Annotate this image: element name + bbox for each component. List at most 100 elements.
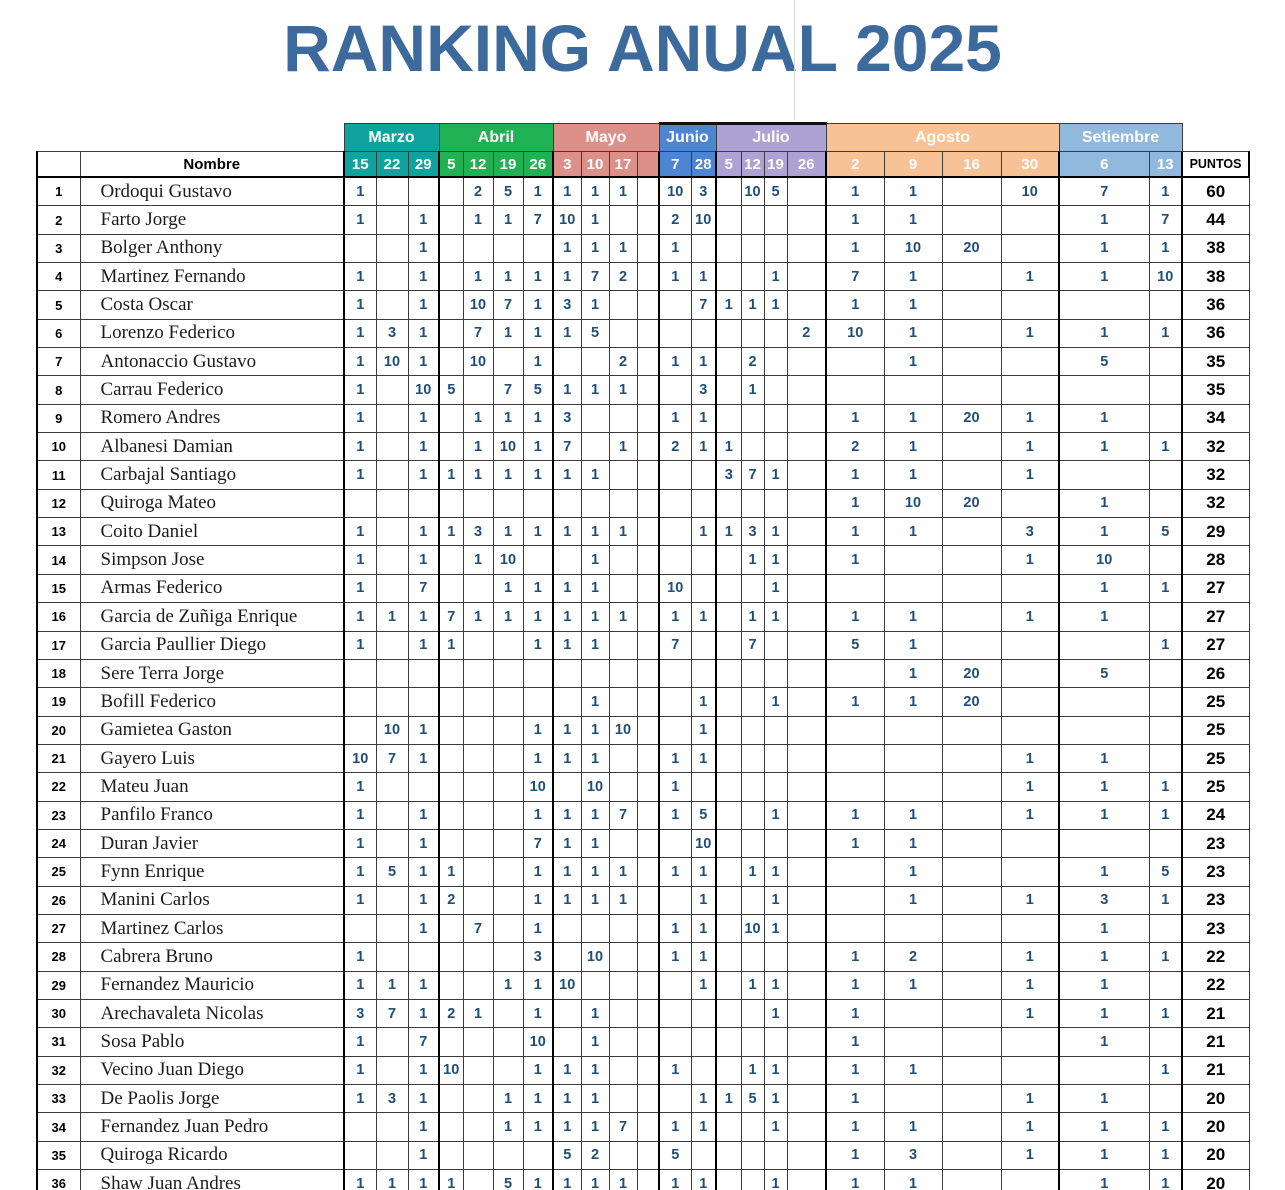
score-cell	[1058, 460, 1150, 490]
score-cell	[492, 743, 524, 774]
score-cell: 1	[1148, 432, 1183, 462]
score-cell: 3	[375, 1083, 409, 1114]
score-cell: 1	[407, 347, 440, 377]
score-cell	[438, 205, 464, 235]
score-cell	[715, 630, 742, 660]
score-cell: 1	[580, 998, 610, 1029]
score-cell: 1	[1148, 800, 1183, 830]
score-cell: 1	[407, 885, 440, 915]
score-cell	[786, 1112, 827, 1142]
score-cell: 1	[883, 347, 943, 377]
table-row: 24 Duran Javier 1 1 7 1 1 10 1 1 23	[36, 828, 1250, 859]
puntos-cell: 32	[1181, 460, 1250, 490]
score-cell	[658, 318, 692, 349]
rank-cell: 9	[36, 403, 81, 434]
rank-cell: 2	[36, 205, 81, 235]
score-cell	[492, 772, 524, 802]
score-cell	[715, 998, 742, 1029]
rank-cell: 5	[36, 290, 81, 320]
score-cell	[375, 460, 409, 490]
score-cell: 1	[740, 545, 765, 575]
score-cell	[438, 176, 464, 207]
score-cell	[636, 1083, 660, 1114]
score-cell	[438, 743, 464, 774]
score-cell	[492, 630, 524, 660]
date-header-row: Nombre 15 22 29 5 12 19 26 3 10 17 7 28 5 12 19 26 2 9 16 30…	[36, 151, 1250, 178]
table-row: 15 Armas Federico 1 7 1 1 1 1 10 1 1 1 27	[36, 573, 1250, 604]
score-cell	[407, 687, 440, 717]
score-cell	[658, 885, 692, 915]
score-cell: 1	[552, 828, 582, 859]
score-cell	[690, 318, 717, 349]
score-cell	[407, 658, 440, 689]
score-cell	[375, 1027, 409, 1057]
table-row: 19 Bofill Federico 1 1 1 1 1 20 25	[36, 687, 1250, 717]
score-cell	[740, 1169, 765, 1190]
name-cell: Arechavaleta Nicolas	[79, 998, 345, 1029]
rank-cell: 21	[36, 743, 81, 774]
score-cell: 1	[522, 262, 554, 292]
score-cell: 1	[1058, 233, 1150, 264]
score-cell	[1000, 347, 1060, 377]
score-cell: 1	[343, 602, 377, 632]
score-cell	[763, 743, 788, 774]
score-cell: 1	[522, 290, 554, 320]
score-cell: 1	[1148, 772, 1183, 802]
score-cell: 10	[522, 1027, 554, 1057]
score-cell: 2	[658, 432, 692, 462]
score-cell	[690, 1027, 717, 1057]
score-cell	[462, 488, 494, 519]
score-cell	[636, 233, 660, 264]
score-cell	[941, 602, 1002, 632]
score-cell: 3	[883, 1140, 943, 1171]
score-cell: 1	[552, 1055, 582, 1086]
rank-cell: 16	[36, 602, 81, 632]
score-cell	[375, 1112, 409, 1142]
score-cell	[580, 432, 610, 462]
score-cell: 1	[825, 1055, 885, 1086]
score-cell	[375, 176, 409, 207]
score-cell	[608, 460, 638, 490]
score-cell	[715, 347, 742, 377]
score-cell	[1148, 460, 1183, 490]
score-cell	[462, 942, 494, 972]
score-cell	[1148, 1083, 1183, 1114]
score-cell	[492, 885, 524, 915]
month-header-row: Marzo Abril Mayo Junio Julio Agosto Setiembre	[37, 122, 1249, 152]
score-cell	[1000, 913, 1060, 944]
score-cell: 1	[552, 857, 582, 887]
score-cell: 1	[690, 517, 717, 547]
score-cell: 1	[1058, 1027, 1150, 1057]
score-cell	[883, 998, 943, 1029]
score-cell	[492, 1140, 524, 1171]
score-cell: 1	[522, 913, 554, 944]
score-cell	[786, 1027, 827, 1057]
score-cell: 3	[715, 460, 742, 490]
score-cell	[636, 1112, 660, 1142]
score-cell	[941, 630, 1002, 660]
score-cell	[740, 573, 765, 604]
score-cell: 1	[580, 176, 610, 207]
score-cell: 1	[580, 1027, 610, 1057]
score-cell: 10	[407, 375, 440, 405]
score-cell	[636, 290, 660, 320]
score-cell	[608, 573, 638, 604]
score-cell: 1	[580, 545, 610, 575]
score-cell	[438, 828, 464, 859]
score-cell	[462, 828, 494, 859]
name-cell: Duran Javier	[79, 828, 345, 859]
score-cell	[438, 1140, 464, 1171]
score-cell	[740, 403, 765, 434]
score-cell	[608, 942, 638, 972]
score-cell: 1	[462, 205, 494, 235]
score-cell	[786, 233, 827, 264]
score-cell: 1	[825, 488, 885, 519]
score-cell	[552, 913, 582, 944]
score-cell: 3	[690, 176, 717, 207]
score-cell: 1	[492, 262, 524, 292]
score-cell	[941, 347, 1002, 377]
score-cell	[407, 176, 440, 207]
score-cell: 10	[375, 347, 409, 377]
name-cell: Ordoqui Gustavo	[79, 176, 345, 207]
score-cell	[715, 1055, 742, 1086]
